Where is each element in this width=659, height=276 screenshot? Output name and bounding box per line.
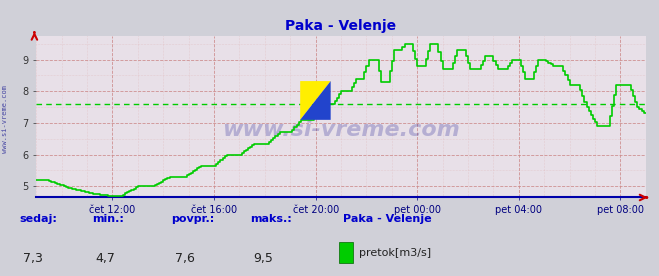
Text: pretok[m3/s]: pretok[m3/s] [359, 248, 431, 258]
Text: 4,7: 4,7 [96, 251, 115, 265]
Text: Paka - Velenje: Paka - Velenje [343, 214, 431, 224]
Text: povpr.:: povpr.: [171, 214, 215, 224]
Text: www.si-vreme.com: www.si-vreme.com [222, 120, 460, 140]
Text: maks.:: maks.: [250, 214, 292, 224]
Text: www.si-vreme.com: www.si-vreme.com [2, 85, 9, 153]
Text: sedaj:: sedaj: [20, 214, 57, 224]
Title: Paka - Velenje: Paka - Velenje [285, 19, 397, 33]
Bar [339, 242, 353, 263]
Text: 7,3: 7,3 [23, 251, 43, 265]
Text: 7,6: 7,6 [175, 251, 194, 265]
Text: 9,5: 9,5 [254, 251, 273, 265]
Polygon shape [301, 81, 331, 120]
Text: min.:: min.: [92, 214, 124, 224]
Polygon shape [301, 81, 331, 120]
